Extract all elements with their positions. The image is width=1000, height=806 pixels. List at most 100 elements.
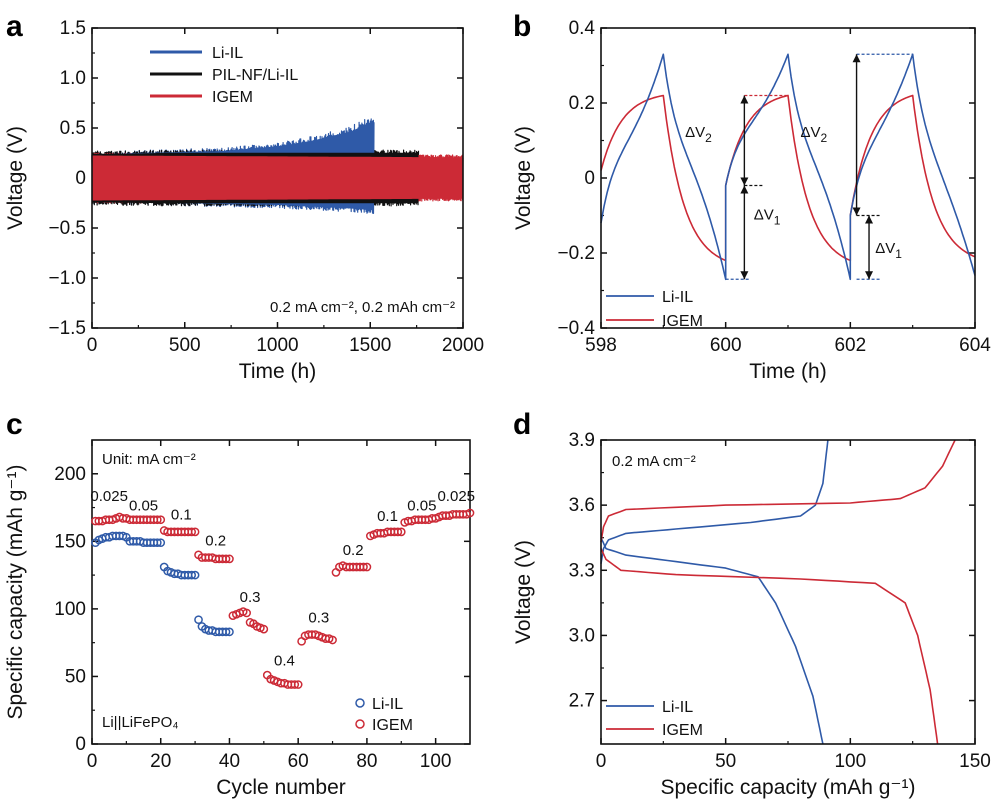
delta-v2-arrow-1-head-bottom [740, 177, 749, 186]
rate-label: 0.1 [377, 508, 398, 525]
y-tick-label: 3.0 [569, 625, 595, 646]
igem-point [152, 515, 162, 525]
y-tick-label: 1.0 [60, 68, 86, 89]
delta-v2-arrow-2-head-top [852, 54, 861, 63]
igem-point [465, 508, 475, 518]
rate-label: 0.3 [308, 609, 329, 626]
plot-frame [600, 439, 976, 745]
legend-label: IGEM [372, 717, 413, 734]
x-tick-label: 40 [219, 751, 240, 772]
delta-v2-label-1-subscript: 2 [705, 131, 712, 145]
x-tick-label: 60 [288, 751, 309, 772]
x-axis-label: Cycle number [216, 776, 346, 799]
y-tick-label: −1.0 [48, 268, 86, 289]
y-tick-label: 2.7 [569, 691, 595, 712]
series-li-il-discharge [600, 537, 824, 745]
x-tick-label: 100 [420, 751, 452, 772]
igem-point [221, 554, 231, 564]
igem-point [362, 562, 372, 572]
rate-label: 0.025 [90, 488, 128, 505]
x-tick-label: 500 [169, 335, 201, 356]
delta-v2-label-2-main: ΔV [800, 124, 820, 141]
rate-label: 0.2 [205, 532, 226, 549]
series-igem-charge [600, 439, 956, 543]
igem-point [259, 624, 269, 634]
panel-a-voltage-time: 0 500 1000 1500 2000 −1.5 −1.0 −0.5 0 0.5 1.0 1.5 Ti… [4, 18, 484, 383]
li-il-point [190, 570, 200, 580]
delta-v1-label-2-main: ΔV [875, 240, 895, 257]
delta-v2-arrow-1-head-top [740, 95, 749, 104]
y-tick-label: 0.4 [569, 18, 596, 39]
legend-label: Li-IL [212, 45, 243, 62]
delta-v1-label-1-subscript: 1 [774, 213, 781, 227]
igem-point [359, 562, 368, 572]
rate-label: 0.025 [437, 488, 475, 505]
panel-letter-d: d [513, 408, 531, 441]
legend-marker [355, 719, 365, 729]
plot-frame [91, 27, 464, 329]
y-tick-label: 0.2 [569, 93, 595, 114]
x-tick-label: 604 [959, 335, 991, 356]
x-tick-label: 150 [959, 751, 991, 772]
delta-v1-label-2: ΔV1 [875, 240, 902, 261]
rate-label: 0.2 [343, 542, 364, 559]
x-axis-label: Time (h) [749, 360, 826, 383]
cell-label: Li||LiFePO₄ [102, 714, 178, 731]
legend-label: Li-IL [372, 696, 403, 713]
x-tick-label: 602 [834, 335, 866, 356]
unit-note: Unit: mA cm⁻² [102, 451, 196, 468]
x-tick-label: 0 [596, 751, 607, 772]
delta-v1-arrow-1-head-top [740, 185, 749, 194]
x-tick-label: 100 [834, 751, 866, 772]
y-tick-label: −0.5 [48, 218, 86, 239]
delta-v2-label-2-subscript: 2 [820, 131, 827, 145]
y-tick-label: 200 [54, 464, 86, 485]
panel-letter-c: c [6, 408, 23, 441]
series-li-il-curve [600, 53, 976, 281]
x-tick-label: 598 [585, 335, 617, 356]
plot-frame [600, 27, 976, 329]
igem-point [242, 608, 251, 618]
li-il-point [156, 538, 166, 548]
y-tick-label: 150 [54, 531, 86, 552]
x-axis-label: Time (h) [239, 360, 316, 383]
delta-v1-arrow-2-head-bottom [865, 271, 874, 280]
y-tick-label: 3.3 [569, 560, 595, 581]
y-axis-label: Specific capacity (mAh g⁻¹) [4, 465, 27, 720]
delta-v2-label-1: ΔV2 [685, 124, 712, 145]
y-tick-label: 1.5 [60, 18, 86, 39]
y-axis-label: Voltage (V) [512, 126, 535, 230]
li-il-point [221, 627, 231, 637]
series-igem-curve [600, 94, 976, 262]
x-tick-label: 80 [356, 751, 377, 772]
igem-point [187, 527, 197, 537]
x-tick-label: 20 [150, 751, 171, 772]
y-tick-label: −1.5 [48, 318, 86, 339]
delta-v1-arrow-1-head-bottom [740, 271, 749, 280]
delta-v1-arrow-2-head-top [865, 215, 874, 224]
y-tick-label: −0.2 [557, 243, 595, 264]
plot-frame [91, 439, 471, 745]
igem-point [293, 680, 303, 689]
x-tick-label: 50 [715, 751, 736, 772]
y-tick-label: 50 [65, 666, 86, 687]
series-igem-discharge [600, 548, 939, 745]
panel-letter-b: b [513, 10, 531, 43]
legend-label: PIL-NF/Li-IL [212, 67, 298, 84]
igem-point [156, 515, 166, 525]
series-igem-band [92, 155, 463, 201]
x-tick-label: 0 [87, 751, 98, 772]
x-axis-label: Specific capacity (mAh g⁻¹) [661, 776, 916, 799]
delta-v2-label-1-main: ΔV [685, 124, 705, 141]
x-tick-label: 2000 [442, 335, 484, 356]
legend-label: IGEM [662, 313, 703, 330]
y-tick-label: −0.4 [557, 318, 595, 339]
legend-label: IGEM [212, 89, 253, 106]
legend-label: IGEM [662, 722, 703, 739]
legend-label: Li-IL [662, 289, 693, 306]
x-tick-label: 600 [710, 335, 742, 356]
delta-v2-label-2: ΔV2 [800, 124, 827, 145]
igem-point [290, 680, 300, 689]
panel-d-charge-discharge: 0 50 100 150 2.7 3.0 3.3 3.6 3.9 Specific capacit… [512, 430, 991, 799]
y-axis-label: Voltage (V) [512, 540, 535, 644]
